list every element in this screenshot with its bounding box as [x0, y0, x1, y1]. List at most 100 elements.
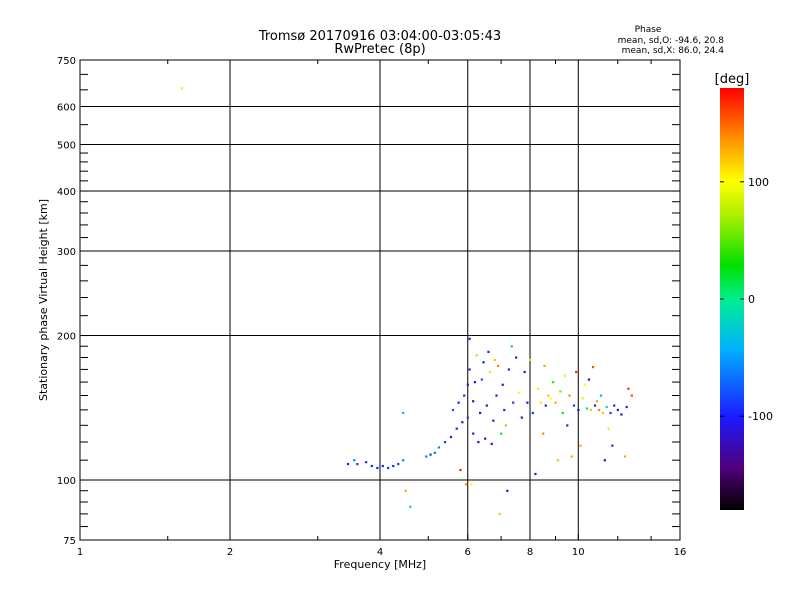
y-tick-label: 600	[57, 103, 76, 114]
stats-heading: Phase	[635, 25, 662, 35]
data-point	[536, 387, 540, 390]
colorbar-label: [deg]	[715, 72, 750, 87]
y-tick-label: 75	[63, 536, 76, 547]
data-point	[597, 408, 601, 412]
data-point	[461, 421, 464, 424]
data-point	[526, 401, 529, 404]
data-point	[487, 350, 490, 353]
data-points	[180, 87, 633, 516]
data-point	[180, 87, 183, 90]
data-point	[463, 394, 466, 397]
data-point	[449, 435, 453, 439]
data-point	[625, 405, 628, 409]
data-point	[409, 505, 412, 508]
data-point	[504, 424, 507, 427]
data-point	[496, 364, 500, 367]
y-tick-label: 200	[57, 332, 76, 343]
data-point	[381, 464, 384, 468]
data-point	[523, 370, 526, 374]
data-point	[392, 464, 395, 468]
data-point	[517, 391, 521, 394]
x-axis-label: Frequency [MHz]	[334, 558, 426, 571]
data-point	[346, 462, 350, 466]
data-point	[492, 419, 495, 422]
data-point	[489, 370, 492, 374]
data-point	[437, 446, 441, 449]
data-point	[529, 358, 532, 362]
chart-title: Tromsø 20170916 03:04:00-03:05:43	[258, 29, 501, 44]
colorbar-ticks: 100 0 -100	[720, 176, 773, 423]
data-point	[572, 404, 576, 407]
data-point	[479, 411, 482, 415]
data-point	[464, 483, 468, 486]
y-axis-label: Stationary phase Virtual Height [km]	[37, 199, 50, 401]
data-point	[583, 383, 586, 386]
data-point	[485, 404, 488, 407]
data-point	[609, 411, 612, 415]
data-point	[506, 489, 509, 492]
x-tick-label: 6	[465, 547, 471, 558]
data-point	[425, 455, 428, 458]
data-point	[507, 368, 510, 371]
data-point	[589, 408, 593, 412]
x-tick-label: 2	[227, 547, 233, 558]
colorbar-tick-label: -100	[748, 410, 773, 423]
data-point	[593, 404, 597, 407]
data-point	[480, 378, 483, 381]
data-point	[402, 411, 405, 415]
data-point	[585, 407, 588, 410]
data-point	[376, 466, 379, 470]
data-point	[542, 432, 545, 435]
colorbar: [deg] 100 0 -100	[715, 72, 773, 510]
y-axis-ticks: 75 100 200 300 400 500 600 750	[57, 56, 76, 547]
data-point	[515, 356, 518, 359]
x-tick-label: 1	[77, 547, 83, 558]
data-point	[575, 370, 578, 374]
data-point	[587, 378, 591, 381]
data-point	[468, 337, 471, 340]
data-point	[470, 483, 473, 486]
data-point	[544, 404, 547, 407]
data-point	[443, 441, 447, 444]
data-point	[613, 404, 616, 407]
data-point	[601, 411, 605, 415]
data-point	[477, 441, 480, 444]
stats-line-o: mean, sd,O: -94.6, 20.8	[618, 36, 725, 46]
data-point	[599, 394, 603, 397]
data-point	[472, 400, 475, 403]
y-tick-label: 500	[57, 141, 76, 152]
data-point	[498, 512, 501, 516]
data-point	[534, 472, 537, 476]
data-point	[397, 462, 400, 466]
data-point	[595, 400, 599, 403]
data-point	[503, 408, 506, 412]
data-point	[549, 397, 552, 400]
data-point	[543, 364, 546, 367]
colorbar-tick-label: 0	[748, 293, 755, 306]
data-point	[563, 374, 567, 377]
grid-lines	[80, 60, 680, 540]
chart-subtitle: RwPretec (8p)	[334, 42, 425, 57]
data-point	[547, 394, 550, 397]
data-point	[495, 394, 498, 397]
data-point	[386, 466, 390, 470]
data-point	[501, 383, 504, 386]
data-point	[455, 427, 458, 430]
data-point	[630, 394, 633, 397]
data-point	[510, 345, 513, 348]
data-point	[475, 354, 478, 357]
data-point	[466, 416, 469, 419]
data-point	[579, 444, 582, 447]
data-point	[490, 442, 493, 445]
data-point	[512, 401, 515, 404]
data-point	[451, 408, 455, 412]
x-tick-label: 4	[377, 547, 383, 558]
data-point	[568, 394, 571, 397]
data-point	[500, 432, 503, 435]
data-point	[603, 459, 606, 462]
x-tick-label: 16	[674, 547, 687, 558]
data-point	[473, 381, 477, 384]
data-point	[472, 432, 475, 435]
data-point	[607, 427, 610, 430]
